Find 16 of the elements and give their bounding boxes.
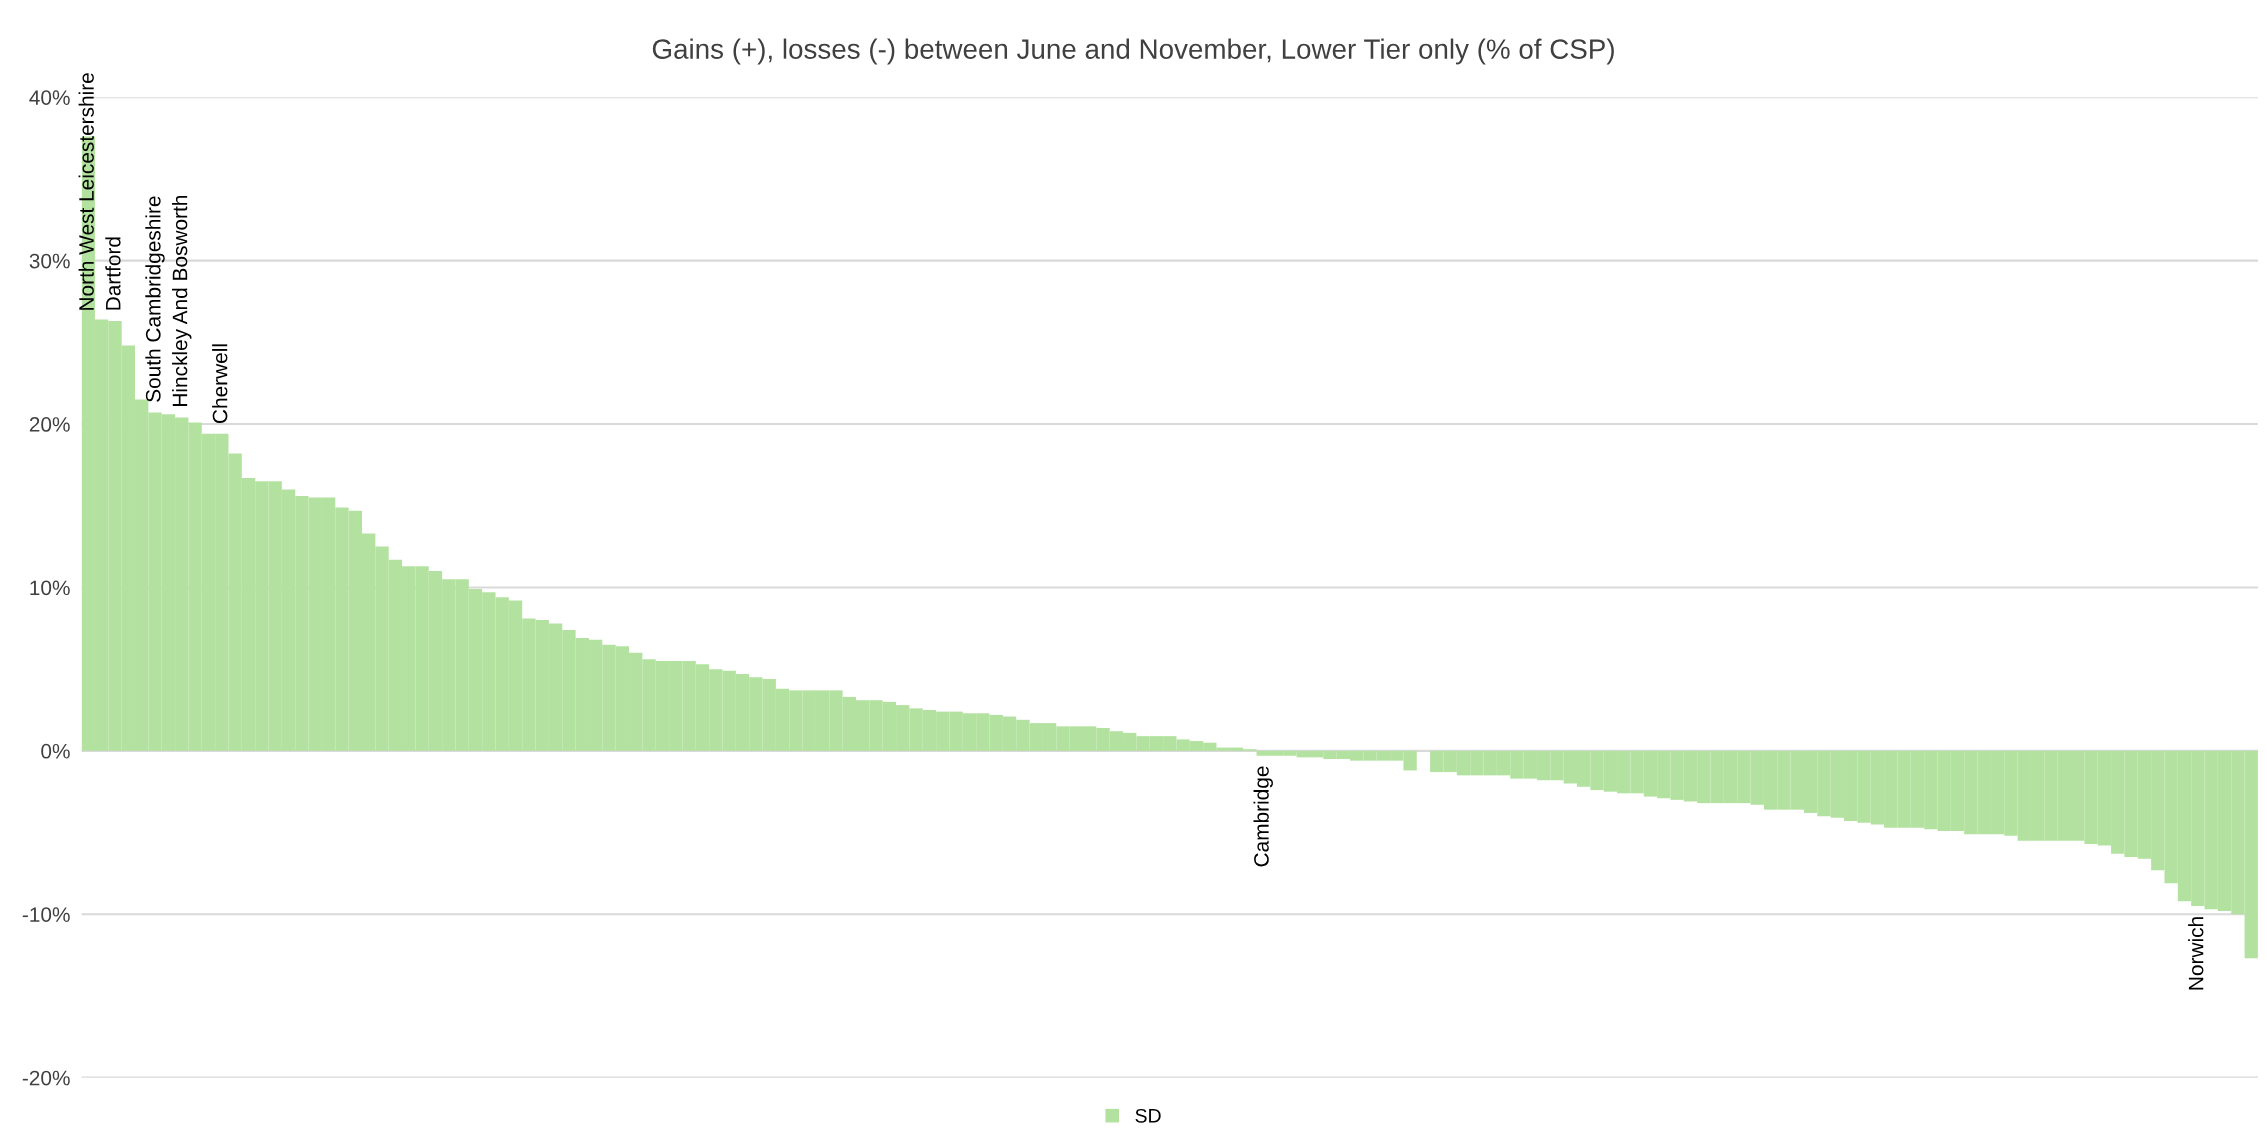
y-tick-label: 30% <box>29 253 70 269</box>
legend-label: SD <box>1135 1108 1161 1123</box>
y-tick-label: 10% <box>30 580 70 596</box>
y-tick-label: 40% <box>29 90 70 105</box>
x-tick-label: Cherwell <box>212 344 228 423</box>
y-tick-label: -20% <box>22 1070 70 1086</box>
x-tick-label: Dartford <box>105 237 121 310</box>
chart-title: Gains (+), losses (-) between June and November, Lower Tier only (% of CSP) <box>652 38 1614 65</box>
y-tick-label: 0% <box>41 743 70 759</box>
x-tick-label: Hinckley And Bosworth <box>172 195 192 406</box>
x-tick-label: Norwich <box>2188 917 2204 990</box>
x-tick-label: South Cambridgeshire <box>145 196 165 402</box>
x-tick-label: Cambridge <box>1253 766 1273 867</box>
y-tick-label: -10% <box>22 907 70 922</box>
y-tick-label: 20% <box>29 417 70 432</box>
x-tick-label: North West Leicestershire <box>78 73 94 310</box>
